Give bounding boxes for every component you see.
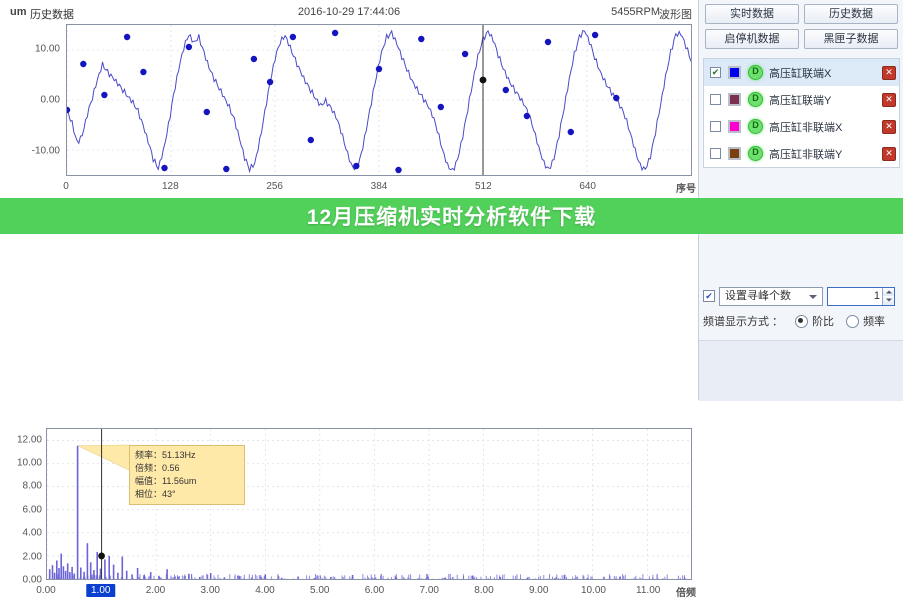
legend-checkbox[interactable] xyxy=(710,121,721,132)
legend-color-swatch xyxy=(728,147,741,160)
spectrum-x-axis-title: 倍频 xyxy=(676,584,696,599)
legend-direct-icon: D xyxy=(748,146,763,161)
x-tick-label: 128 xyxy=(162,181,179,192)
radio-frequency-icon[interactable] xyxy=(846,315,859,328)
legend-color-swatch xyxy=(728,93,741,106)
legend-close-icon[interactable]: ✕ xyxy=(882,66,896,80)
peak-count-stepper[interactable]: 1 xyxy=(827,287,895,306)
chevron-down-icon xyxy=(809,295,817,299)
legend-checkbox[interactable] xyxy=(710,94,721,105)
y-tick-label: 8.00 xyxy=(23,481,42,492)
y-tick-label: 2.00 xyxy=(23,551,42,562)
peak-tooltip: 频率：51.13Hz 倍频：0.56 幅值：11.56um 相位：43° xyxy=(129,445,245,505)
y-tick-label: 4.00 xyxy=(23,528,42,539)
stepper-down-icon[interactable] xyxy=(882,296,894,305)
y-tick-label: 6.00 xyxy=(23,504,42,515)
waveform-kind-label: 波形图 xyxy=(659,6,692,22)
legend-direct-icon: D xyxy=(748,65,763,80)
legend-channel-name: 高压缸非联端X xyxy=(769,119,842,135)
x-tick-label: 640 xyxy=(579,181,596,192)
display-mode-frequency-label: 频率 xyxy=(863,313,885,329)
display-mode-row: 频谱显示方式 ： 阶比 频率 xyxy=(703,312,900,330)
tooltip-amplitude: 幅值：11.56um xyxy=(135,475,239,488)
waveform-plot[interactable] xyxy=(66,24,692,176)
x-tick-label: 4.00 xyxy=(255,585,274,596)
legend-close-icon[interactable]: ✕ xyxy=(882,120,896,134)
legend-row[interactable]: ✔ D 高压缸联端X ✕ xyxy=(704,59,899,86)
peak-count-value: 1 xyxy=(874,290,880,302)
display-mode-label: 频谱显示方式 ： xyxy=(703,313,783,329)
promo-banner: 12月压缩机实时分析软件下载 xyxy=(0,198,903,234)
display-mode-order-label: 阶比 xyxy=(812,313,834,329)
channel-legend-list: ✔ D 高压缸联端X ✕ D 高压缸联端Y ✕ D 高压缸非联端X ✕ D 高压缸非联端Y ✕ xyxy=(703,58,900,168)
spectrum-y-axis: 0.00 2.00 4.00 6.00 8.00 10.00 12.00 xyxy=(0,428,42,580)
spectrum-plot[interactable]: 频率：51.13Hz 倍频：0.56 幅值：11.56um 相位：43° xyxy=(46,428,692,580)
legend-checkbox[interactable] xyxy=(710,148,721,159)
legend-direct-icon: D xyxy=(748,92,763,107)
peak-count-dropdown-value: 设置寻峰个数 xyxy=(725,290,791,302)
x-tick-label: 3.00 xyxy=(201,585,220,596)
data-source-button-0[interactable]: 实时数据 xyxy=(705,4,799,24)
spectrum-x-axis: 0.00 1.00 2.00 3.00 4.00 5.00 6.00 7.00 8.00 9.00… xyxy=(46,584,692,598)
y-tick-label: 0.00 xyxy=(41,95,60,106)
legend-row[interactable]: D 高压缸非联端X ✕ xyxy=(704,113,899,140)
x-tick-label: 8.00 xyxy=(474,585,493,596)
x-tick-label: 0 xyxy=(63,181,69,192)
x-tick-label: 384 xyxy=(371,181,388,192)
data-source-buttons: 实时数据 历史数据 启停机数据 黑匣子数据 xyxy=(705,4,898,49)
legend-channel-name: 高压缸非联端Y xyxy=(769,146,842,162)
y-tick-label: 12.00 xyxy=(17,434,42,445)
legend-row[interactable]: D 高压缸联端Y ✕ xyxy=(704,86,899,113)
x-tick-label: 6.00 xyxy=(365,585,384,596)
y-tick-label: 10.00 xyxy=(35,44,60,55)
y-tick-label: 10.00 xyxy=(17,458,42,469)
display-mode-option-order[interactable]: 阶比 xyxy=(795,313,834,329)
waveform-x-axis: 0 128 256 384 512 640 xyxy=(66,180,692,194)
display-mode-option-frequency[interactable]: 频率 xyxy=(846,313,885,329)
waveform-panel: um 历史数据 2016-10-29 17:44:06 5455RPM 波形图 … xyxy=(0,0,698,200)
tooltip-frequency: 频率：51.13Hz xyxy=(135,449,239,462)
data-source-button-3[interactable]: 黑匣子数据 xyxy=(804,29,898,49)
y-tick-label: -10.00 xyxy=(32,145,60,156)
data-source-button-1[interactable]: 历史数据 xyxy=(804,4,898,24)
legend-channel-name: 高压缸联端X xyxy=(769,65,831,81)
waveform-x-axis-title: 序号 xyxy=(676,180,696,195)
peak-enable-checkbox[interactable]: ✔ xyxy=(703,290,715,302)
legend-channel-name: 高压缸联端Y xyxy=(769,92,831,108)
waveform-rpm: 5455RPM xyxy=(611,6,660,18)
x-tick-label: 9.00 xyxy=(529,585,548,596)
waveform-timestamp: 2016-10-29 17:44:06 xyxy=(0,6,698,18)
tooltip-order: 倍频：0.56 xyxy=(135,462,239,475)
legend-row[interactable]: D 高压缸非联端Y ✕ xyxy=(704,140,899,167)
x-tick-label: 10.00 xyxy=(581,585,606,596)
legend-direct-icon: D xyxy=(748,119,763,134)
legend-color-swatch xyxy=(728,120,741,133)
x-tick-label: 5.00 xyxy=(310,585,329,596)
right-panel-footer xyxy=(699,340,903,401)
x-tick-label: 256 xyxy=(266,181,283,192)
data-source-button-2[interactable]: 启停机数据 xyxy=(705,29,799,49)
legend-color-swatch xyxy=(728,66,741,79)
waveform-y-axis: 10.00 0.00 -10.00 xyxy=(0,24,60,176)
x-tick-label: 2.00 xyxy=(146,585,165,596)
x-tick-label: 1.00 xyxy=(86,585,115,596)
peak-setting-row: ✔ 设置寻峰个数 1 xyxy=(703,285,900,307)
x-tick-label: 512 xyxy=(475,181,492,192)
x-tick-label: 7.00 xyxy=(419,585,438,596)
x-tick-label: 11.00 xyxy=(636,585,660,596)
radio-order-icon[interactable] xyxy=(795,315,808,328)
tooltip-phase: 相位：43° xyxy=(135,488,239,501)
peak-count-dropdown[interactable]: 设置寻峰个数 xyxy=(719,287,823,306)
promo-banner-text: 12月压缩机实时分析软件下载 xyxy=(0,201,903,231)
legend-close-icon[interactable]: ✕ xyxy=(882,147,896,161)
y-tick-label: 0.00 xyxy=(23,575,42,586)
x-tick-label: 0.00 xyxy=(36,585,55,596)
waveform-header: um 历史数据 2016-10-29 17:44:06 5455RPM 波形图 xyxy=(0,4,698,22)
legend-checkbox[interactable]: ✔ xyxy=(710,67,721,78)
legend-close-icon[interactable]: ✕ xyxy=(882,93,896,107)
